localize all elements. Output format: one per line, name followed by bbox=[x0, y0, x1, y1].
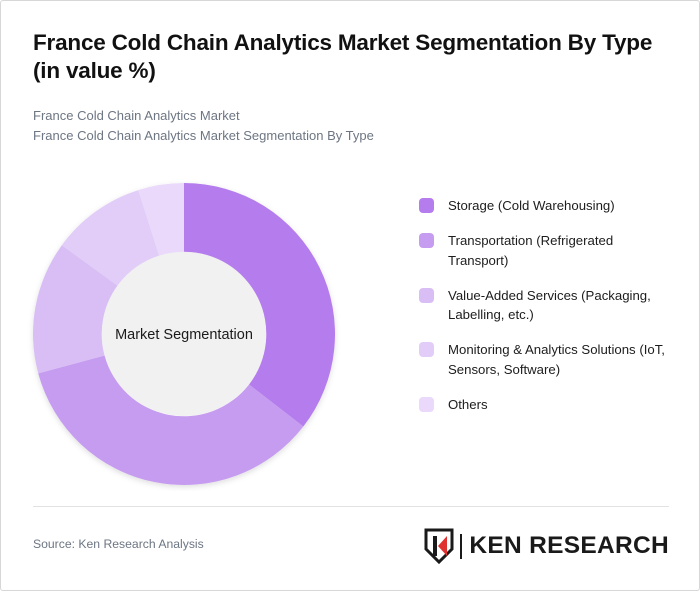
footer: Source: Ken Research Analysis KEN RESEAR… bbox=[33, 525, 669, 567]
legend-item-label: Storage (Cold Warehousing) bbox=[448, 198, 615, 213]
donut-slice[interactable] bbox=[38, 355, 304, 486]
legend-item-others[interactable]: Others bbox=[419, 395, 671, 414]
donut-slice[interactable] bbox=[61, 190, 160, 286]
legend-swatch-icon bbox=[419, 233, 434, 249]
legend-item-label: Monitoring & Analytics Solutions (IoT, S… bbox=[448, 342, 665, 377]
chart-body: Market Segmentation Storage (Cold Wareho… bbox=[1, 171, 699, 496]
legend-swatch-icon bbox=[419, 396, 434, 412]
legend-item-label: Others bbox=[448, 396, 488, 412]
legend-item-monitoring-analytics[interactable]: Monitoring & Analytics Solutions (IoT, S… bbox=[419, 340, 671, 379]
legend-item-value-added-services[interactable]: Value-Added Services (Packaging, Labelli… bbox=[419, 286, 671, 325]
donut-slice[interactable] bbox=[33, 245, 118, 374]
breadcrumb-segmentation: France Cold Chain Analytics Market Segme… bbox=[33, 127, 374, 143]
donut-chart: Market Segmentation bbox=[26, 171, 346, 491]
footer-divider bbox=[33, 506, 669, 507]
ken-research-logo: KEN RESEARCH bbox=[424, 525, 669, 567]
legend: Storage (Cold Warehousing) Transportatio… bbox=[419, 196, 671, 430]
legend-swatch-icon bbox=[419, 287, 434, 303]
legend-swatch-icon bbox=[419, 342, 434, 358]
shield-k-icon bbox=[424, 528, 454, 564]
header: France Cold Chain Analytics Market Segme… bbox=[33, 29, 665, 146]
logo-wordmark: KEN RESEARCH bbox=[469, 532, 669, 559]
breadcrumb-market: France Cold Chain Analytics Market bbox=[33, 107, 240, 123]
legend-item-label: Value-Added Services (Packaging, Labelli… bbox=[448, 287, 651, 323]
legend-item-storage[interactable]: Storage (Cold Warehousing) bbox=[419, 196, 671, 215]
donut-center-label: Market Segmentation bbox=[115, 327, 253, 343]
donut-svg: Market Segmentation bbox=[33, 183, 335, 486]
page-title: France Cold Chain Analytics Market Segme… bbox=[33, 30, 653, 84]
donut-slice[interactable] bbox=[138, 183, 184, 256]
donut-slice[interactable] bbox=[184, 183, 335, 427]
logo-divider bbox=[460, 533, 463, 559]
subtitle-group: France Cold Chain Analytics Market Franc… bbox=[33, 106, 665, 146]
legend-swatch-icon bbox=[419, 198, 434, 213]
source-note: Source: Ken Research Analysis bbox=[33, 537, 204, 551]
donut-slices bbox=[33, 183, 335, 486]
donut-hole bbox=[102, 252, 266, 416]
legend-item-transportation[interactable]: Transportation (Refrigerated Transport) bbox=[419, 231, 671, 270]
legend-item-label: Transportation (Refrigerated Transport) bbox=[448, 233, 614, 268]
